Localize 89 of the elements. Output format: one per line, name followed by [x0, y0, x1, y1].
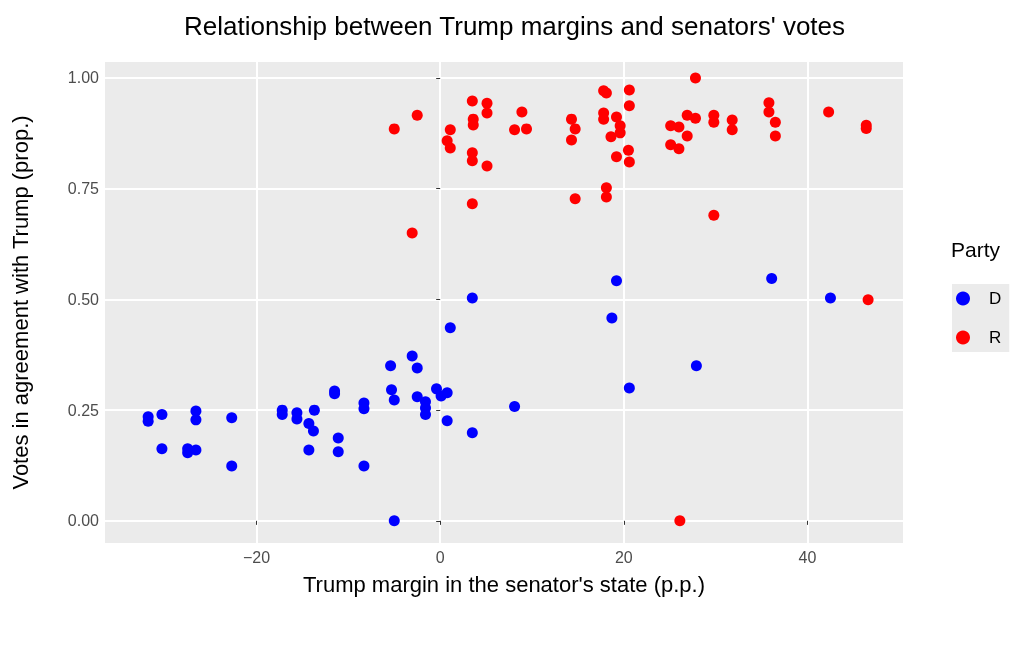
point [674, 515, 686, 527]
point [605, 131, 617, 143]
point [673, 121, 685, 133]
point [481, 160, 493, 172]
point [441, 415, 453, 427]
point [509, 401, 521, 413]
point [388, 394, 400, 406]
point [611, 111, 622, 123]
point [481, 107, 493, 119]
point [388, 123, 400, 135]
point [509, 124, 521, 136]
point [444, 142, 456, 154]
point [769, 130, 781, 142]
point [441, 387, 453, 399]
point [689, 112, 701, 124]
point [303, 417, 315, 429]
point [406, 350, 418, 362]
y-tick-label: 0.75 [67, 180, 100, 198]
point [690, 360, 702, 372]
point [466, 198, 478, 210]
point [358, 460, 370, 472]
point [726, 124, 738, 136]
point [566, 113, 577, 125]
point [623, 100, 635, 112]
legend-title: Party [951, 238, 1001, 261]
point [611, 151, 622, 163]
point [623, 382, 635, 394]
point [569, 123, 581, 135]
point [823, 106, 835, 118]
legend-label: D [989, 289, 1002, 308]
point [862, 294, 874, 306]
x-tick-label: −20 [242, 548, 271, 566]
point [466, 155, 478, 167]
point [623, 84, 635, 96]
point [569, 193, 581, 205]
x-tick-label: 0 [435, 548, 445, 566]
point [611, 275, 622, 287]
y-tick-label: 0.25 [67, 401, 100, 419]
point [763, 97, 775, 109]
point [444, 124, 456, 136]
point [466, 95, 478, 107]
point [303, 444, 315, 456]
point [606, 312, 618, 324]
point [156, 443, 168, 455]
point [466, 292, 478, 304]
legend-label: R [989, 328, 1002, 347]
point [600, 191, 612, 203]
point [566, 134, 577, 146]
point [444, 322, 456, 334]
point [308, 404, 320, 416]
point [307, 425, 319, 437]
point [411, 391, 423, 403]
point [332, 446, 344, 458]
point [673, 143, 685, 155]
point [406, 227, 418, 239]
point [156, 409, 168, 421]
point [689, 72, 701, 84]
point [481, 97, 493, 109]
point [386, 384, 398, 396]
point [516, 106, 528, 118]
point [226, 460, 238, 472]
point [824, 292, 836, 304]
y-tick-label: 0.50 [67, 290, 100, 308]
x-tick-label: 20 [614, 548, 633, 566]
point [226, 412, 238, 424]
point [332, 432, 344, 444]
y-tick-label: 0.00 [67, 512, 100, 530]
point [763, 106, 775, 118]
point [708, 209, 720, 221]
point [769, 116, 781, 128]
point [726, 114, 738, 126]
chart-title: Relationship between Trump margins and senators' votes [183, 11, 846, 41]
point [622, 144, 634, 156]
point [665, 139, 677, 151]
point [681, 130, 693, 142]
point [411, 109, 423, 121]
x-axis-title: Trump margin in the senator's state (p.p.) [303, 571, 705, 597]
point [411, 362, 423, 374]
point [466, 427, 478, 439]
x-tick-label: 40 [798, 548, 817, 566]
point [600, 182, 612, 194]
point [385, 360, 397, 372]
point [388, 515, 400, 527]
y-tick-label: 1.00 [67, 69, 100, 87]
y-axis-title: Votes in agreement with Trump (prop.) [7, 115, 33, 490]
point [623, 156, 635, 168]
point [766, 273, 778, 285]
point [521, 123, 532, 135]
point [190, 414, 202, 426]
